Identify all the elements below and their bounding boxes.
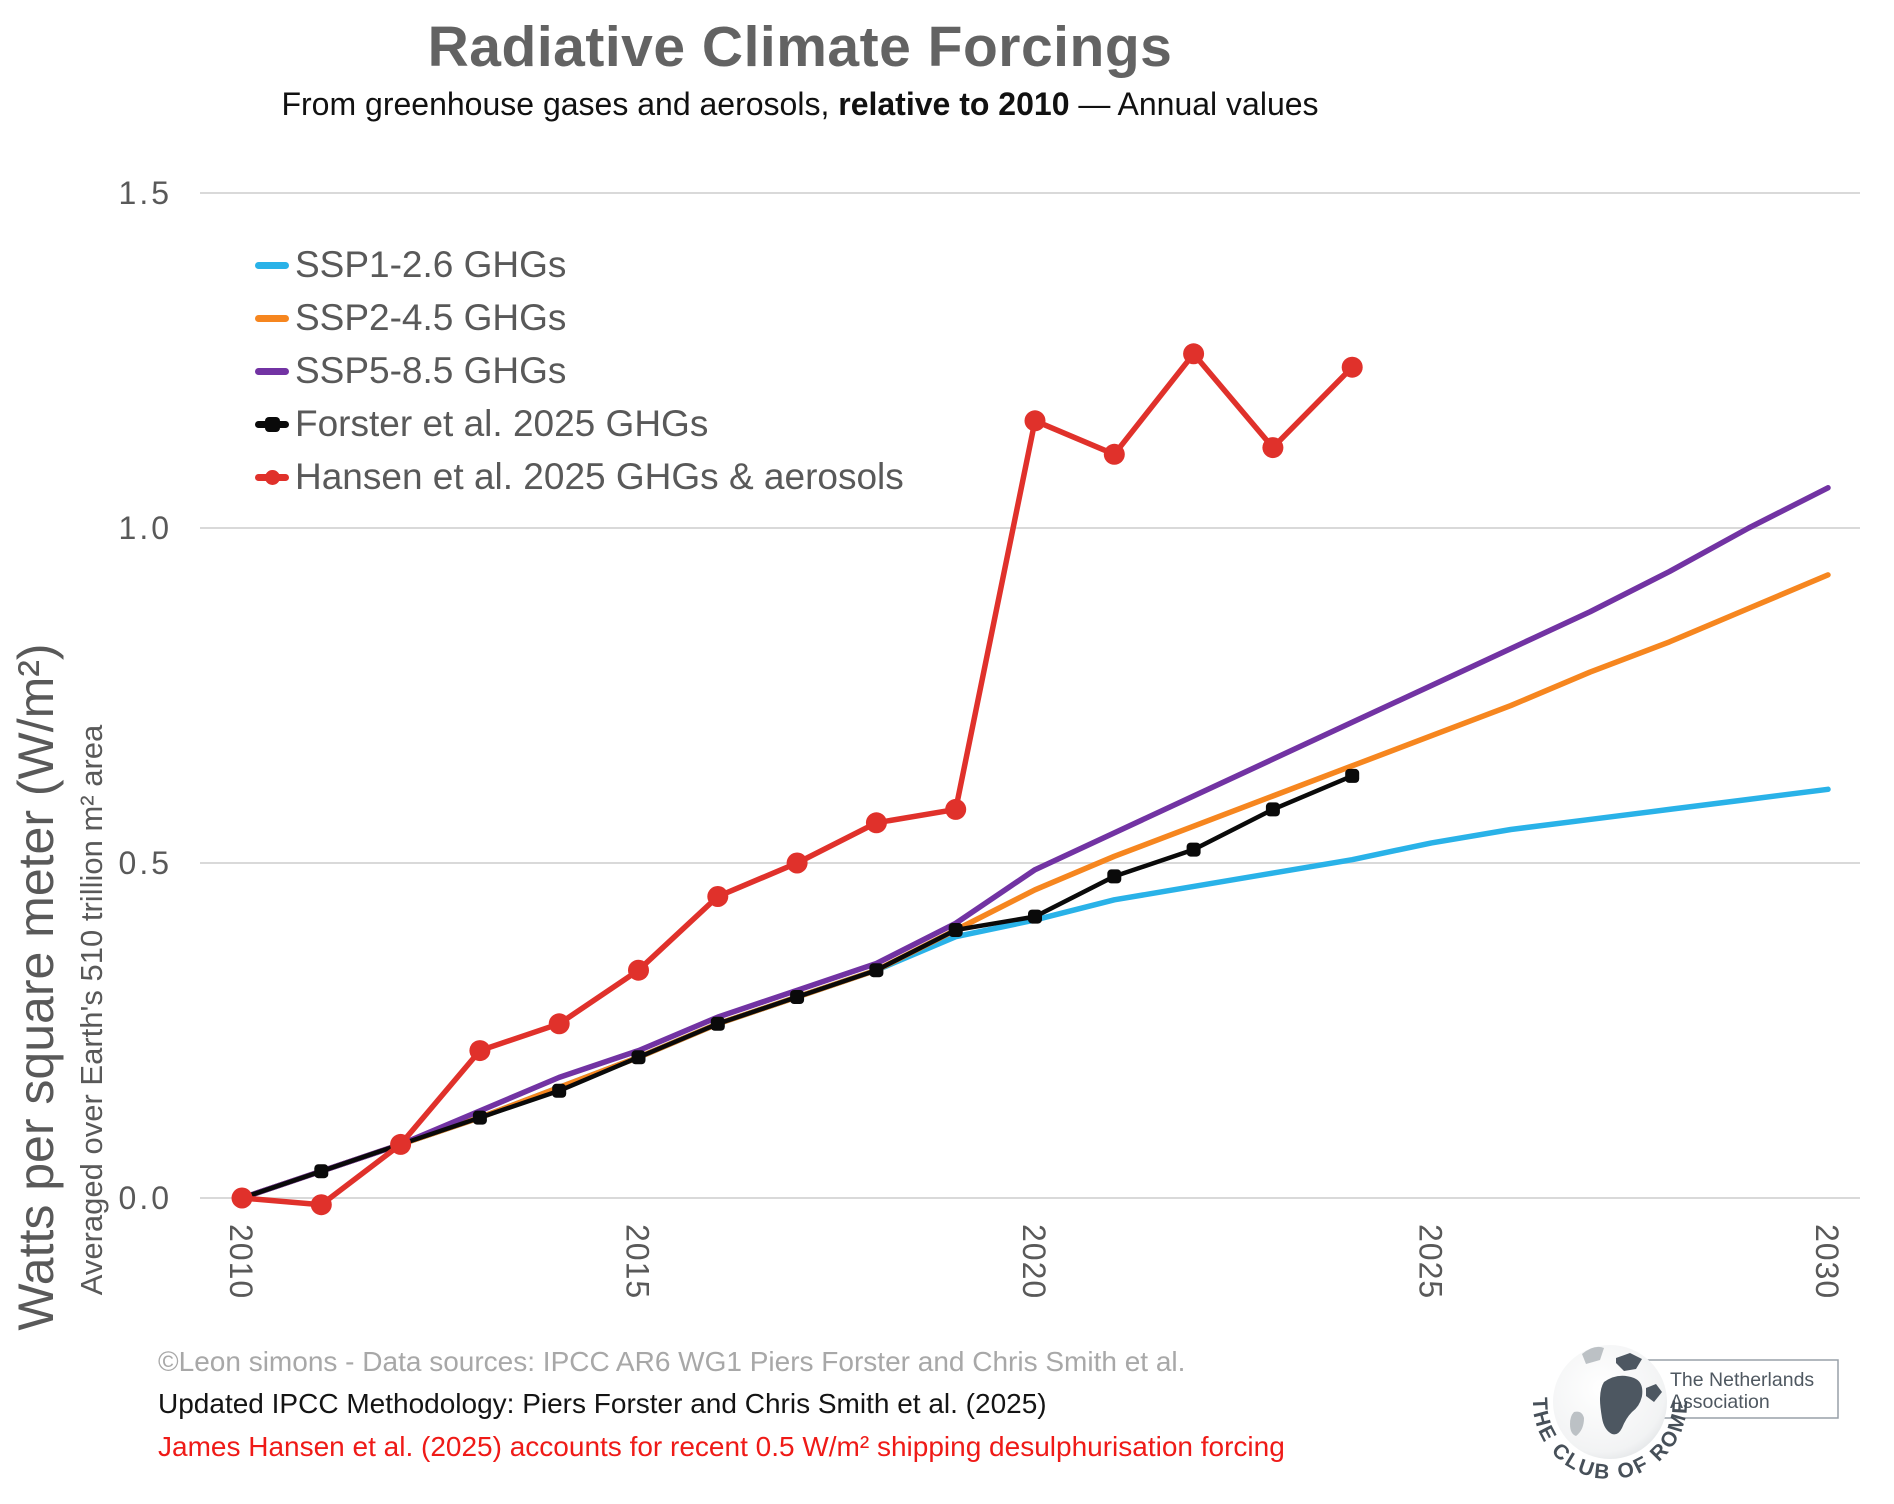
footer-hansen-note: James Hansen et al. (2025) accounts for … [158,1431,1285,1462]
chart-legend: SSP1-2.6 GHGs SSP2-4.5 GHGs SSP5-8.5 GHG… [255,238,904,503]
club-of-rome-logo: The Netherlands Association THE CLUB OF … [1530,1345,1839,1484]
chart-header: Radiative Climate Forcings From greenhou… [0,14,1600,123]
hansen-data-point [390,1133,412,1155]
hansen-data-point [548,1013,570,1035]
hansen-marker-swatch-icon [255,459,291,495]
forster-data-point [1265,802,1280,817]
ssp2-line-swatch-icon [255,300,291,336]
association-name-line2: Association [1670,1391,1770,1413]
forster-data-point [710,1016,725,1031]
hansen-data-point [628,959,649,981]
y-axis-subtitle: Averaged over Earth's 510 trillion m² ar… [74,724,109,1296]
hansen-data-point [1341,356,1363,378]
forster-data-point [1107,869,1122,884]
globe-icon [1553,1345,1667,1459]
legend-item-ssp1: SSP1-2.6 GHGs [255,238,904,291]
x-tick-label: 2025 [1413,1224,1449,1299]
forster-data-point [314,1164,329,1179]
y-tick-label: 1.5 [119,175,172,211]
series-line-0 [239,786,1831,1201]
forster-data-point [948,923,963,937]
y-tick-label: 0.0 [119,1180,172,1216]
subtitle-prefix: From greenhouse gases and aerosols, [281,86,839,122]
forster-marker-swatch-icon [255,406,291,442]
hansen-data-point [786,852,808,874]
hansen-data-point [707,886,729,907]
hansen-data-point [865,812,887,834]
x-tick-label: 2020 [1016,1224,1052,1299]
hansen-data-point [231,1187,253,1209]
forster-data-point [552,1083,567,1098]
forster-data-point [869,963,884,978]
ssp1-line-swatch-icon [255,247,291,283]
hansen-data-point [1183,343,1205,365]
legend-label: Forster et al. 2025 GHGs [295,402,709,444]
legend-item-ssp2: SSP2-4.5 GHGs [255,291,904,344]
forster-data-point [790,990,805,1004]
y-tick-label: 1.0 [119,510,172,546]
hansen-data-point [310,1194,332,1216]
hansen-data-point [945,798,967,820]
legend-item-ssp5: SSP5-8.5 GHGs [255,344,904,397]
x-tick-label: 2015 [620,1224,656,1299]
x-tick-label: 2030 [1809,1224,1845,1299]
series-line-1 [239,572,1831,1201]
subtitle-bold: relative to 2010 [838,86,1070,122]
x-tick-label: 2010 [223,1224,259,1299]
legend-label: SSP1-2.6 GHGs [295,243,567,285]
page-title: Radiative Climate Forcings [427,15,1173,79]
hansen-data-point [1024,410,1046,432]
legend-label: SSP2-4.5 GHGs [295,296,567,338]
hansen-data-point [1262,437,1284,459]
association-name-line1: The Netherlands [1670,1369,1814,1391]
footer-methodology-note: Updated IPCC Methodology: Piers Forster … [158,1388,1047,1419]
forster-data-point [1186,842,1201,857]
ssp5-line-swatch-icon [255,353,291,389]
y-tick-label: 0.5 [119,845,172,881]
forster-data-point [1345,768,1360,783]
series-line-2 [239,485,1831,1201]
footer-credit-sources: ©Leon simons - Data sources: IPCC AR6 WG… [158,1346,1186,1377]
legend-item-hansen: Hansen et al. 2025 GHGs & aerosols [255,450,904,503]
subtitle-suffix: — Annual values [1069,86,1319,122]
y-axis-title: Watts per square meter (W/m²) [8,643,64,1331]
chart-subtitle: From greenhouse gases and aerosols, rela… [0,86,1600,123]
hansen-data-point [469,1040,491,1062]
forster-data-point [472,1110,487,1125]
legend-label: Hansen et al. 2025 GHGs & aerosols [295,455,904,497]
forster-data-point [1028,909,1042,924]
legend-label: SSP5-8.5 GHGs [295,349,567,391]
hansen-data-point [1103,443,1125,465]
forster-data-point [631,1050,646,1065]
legend-item-forster: Forster et al. 2025 GHGs [255,397,904,450]
